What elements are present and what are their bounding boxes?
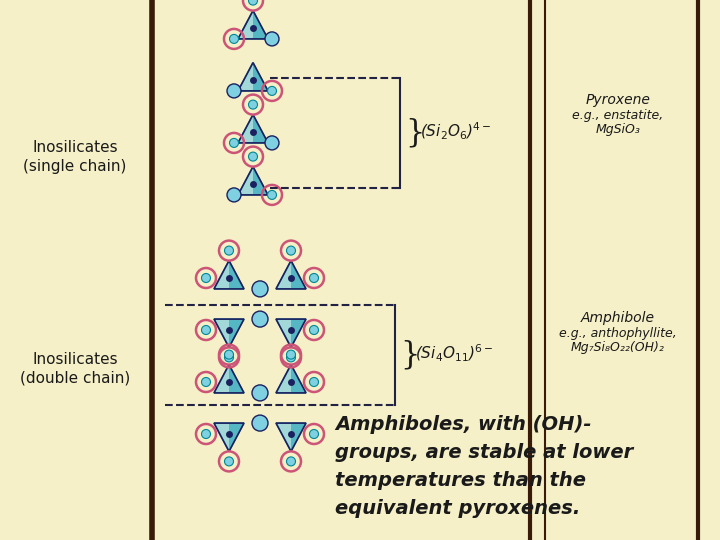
Circle shape bbox=[310, 377, 318, 387]
Circle shape bbox=[230, 35, 238, 43]
Circle shape bbox=[310, 273, 318, 282]
Circle shape bbox=[287, 457, 295, 466]
Circle shape bbox=[252, 311, 268, 327]
Circle shape bbox=[265, 136, 279, 150]
Polygon shape bbox=[276, 364, 306, 393]
Circle shape bbox=[225, 350, 233, 359]
Polygon shape bbox=[238, 167, 268, 195]
Polygon shape bbox=[238, 11, 268, 39]
Polygon shape bbox=[229, 261, 244, 289]
Text: equivalent pyroxenes.: equivalent pyroxenes. bbox=[335, 499, 580, 518]
Circle shape bbox=[248, 0, 258, 5]
Polygon shape bbox=[214, 423, 244, 451]
Circle shape bbox=[252, 281, 268, 297]
Text: (Si$_4$O$_{11}$)$^{6-}$: (Si$_4$O$_{11}$)$^{6-}$ bbox=[415, 342, 493, 363]
Text: Amphibole: Amphibole bbox=[581, 311, 655, 325]
Text: Inosilicates: Inosilicates bbox=[32, 353, 118, 368]
Text: (Si$_2$O$_6$)$^{4-}$: (Si$_2$O$_6$)$^{4-}$ bbox=[420, 120, 492, 141]
Polygon shape bbox=[253, 11, 268, 39]
Polygon shape bbox=[229, 364, 244, 393]
Text: temperatures than the: temperatures than the bbox=[335, 471, 586, 490]
Text: Inosilicates: Inosilicates bbox=[32, 140, 118, 156]
Circle shape bbox=[252, 415, 268, 431]
Polygon shape bbox=[276, 261, 306, 289]
Circle shape bbox=[248, 100, 258, 109]
Circle shape bbox=[268, 86, 276, 96]
Polygon shape bbox=[291, 423, 306, 451]
Circle shape bbox=[225, 353, 233, 362]
Circle shape bbox=[287, 246, 295, 255]
Circle shape bbox=[227, 84, 241, 98]
Polygon shape bbox=[229, 319, 244, 347]
Circle shape bbox=[310, 326, 318, 334]
Polygon shape bbox=[276, 423, 306, 451]
Polygon shape bbox=[214, 319, 244, 347]
Text: }: } bbox=[400, 340, 419, 370]
Text: MgSiO₃: MgSiO₃ bbox=[595, 124, 640, 137]
Polygon shape bbox=[276, 319, 306, 347]
Circle shape bbox=[202, 326, 210, 334]
Circle shape bbox=[202, 429, 210, 438]
Text: Pyroxene: Pyroxene bbox=[585, 93, 650, 107]
Text: (single chain): (single chain) bbox=[23, 159, 127, 173]
Text: Amphiboles, with (OH)-: Amphiboles, with (OH)- bbox=[335, 415, 592, 434]
Circle shape bbox=[230, 138, 238, 147]
Circle shape bbox=[248, 152, 258, 161]
Circle shape bbox=[225, 246, 233, 255]
Polygon shape bbox=[238, 63, 268, 91]
Text: Mg₇Si₈O₂₂(OH)₂: Mg₇Si₈O₂₂(OH)₂ bbox=[571, 341, 665, 354]
Polygon shape bbox=[253, 167, 268, 195]
Text: e.g., anthophyllite,: e.g., anthophyllite, bbox=[559, 327, 677, 341]
Polygon shape bbox=[291, 364, 306, 393]
Polygon shape bbox=[214, 261, 244, 289]
Circle shape bbox=[268, 191, 276, 199]
Circle shape bbox=[287, 350, 295, 359]
Text: e.g., enstatite,: e.g., enstatite, bbox=[572, 110, 664, 123]
Polygon shape bbox=[214, 364, 244, 393]
Text: (double chain): (double chain) bbox=[20, 370, 130, 386]
Circle shape bbox=[202, 377, 210, 387]
Circle shape bbox=[227, 188, 241, 202]
Circle shape bbox=[225, 457, 233, 466]
Circle shape bbox=[265, 32, 279, 46]
Polygon shape bbox=[253, 114, 268, 143]
Polygon shape bbox=[238, 114, 268, 143]
Text: groups, are stable at lower: groups, are stable at lower bbox=[335, 443, 634, 462]
Polygon shape bbox=[291, 261, 306, 289]
Circle shape bbox=[310, 429, 318, 438]
Circle shape bbox=[252, 385, 268, 401]
Circle shape bbox=[202, 273, 210, 282]
Circle shape bbox=[287, 353, 295, 362]
Text: }: } bbox=[405, 118, 424, 148]
Polygon shape bbox=[253, 63, 268, 91]
Polygon shape bbox=[291, 319, 306, 347]
Polygon shape bbox=[229, 423, 244, 451]
